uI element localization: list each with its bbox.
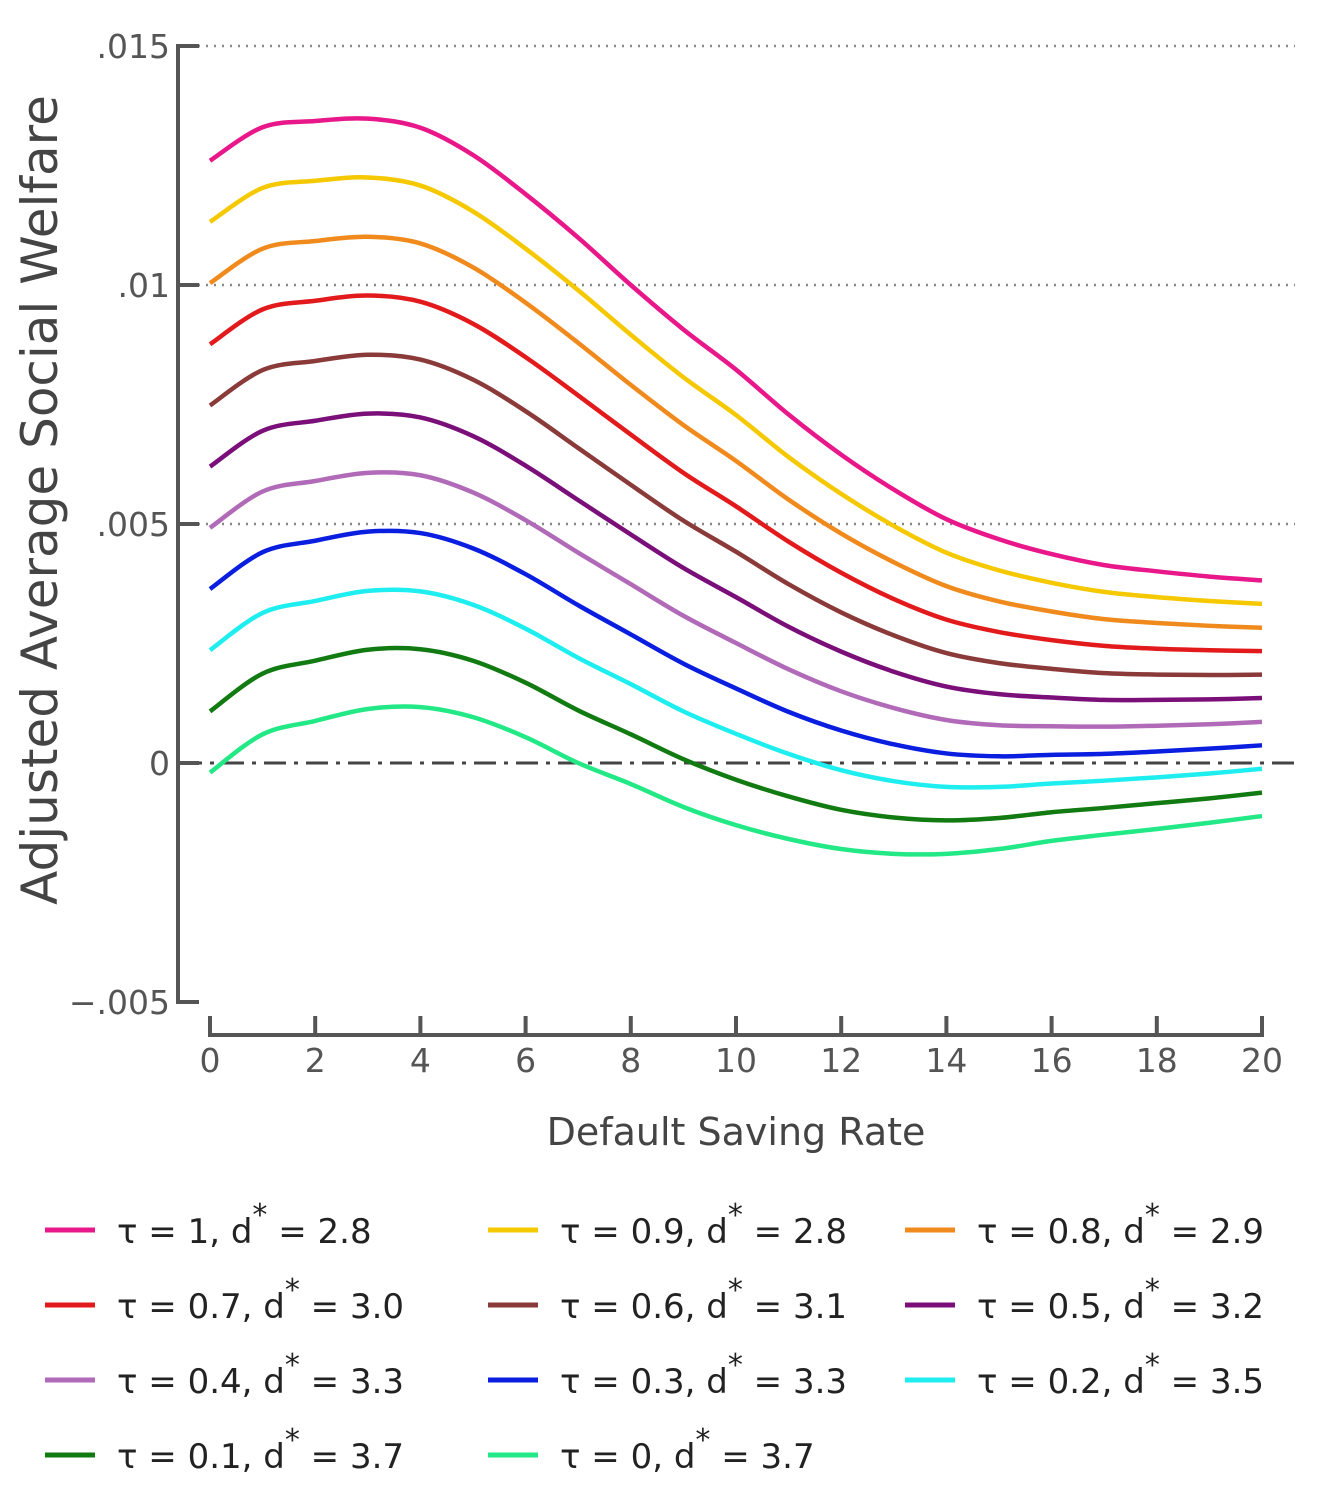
y-tick-label: .005	[97, 505, 170, 544]
y-tick-label: .01	[118, 266, 170, 305]
legend-text: τ = 0.5, d	[977, 1287, 1145, 1327]
series-line-tau-0	[208, 704, 1263, 857]
legend-superscript: *	[728, 1348, 743, 1383]
series-line-tau-0.2	[208, 587, 1263, 790]
series-line-tau-0.7	[208, 293, 1263, 654]
legend-label: τ = 0.5, d* = 3.2	[977, 1273, 1264, 1327]
y-tick-label: −.005	[69, 983, 170, 1022]
x-tick-label: 10	[715, 1041, 757, 1080]
legend-label: τ = 0.7, d* = 3.0	[117, 1273, 404, 1327]
series-line-tau-0.1	[208, 645, 1263, 823]
legend-text: = 3.0	[300, 1287, 404, 1327]
legend-superscript: *	[252, 1198, 267, 1233]
x-tick-label: 20	[1241, 1041, 1283, 1080]
legend-label: τ = 1, d* = 2.8	[117, 1198, 372, 1252]
series-line-tau-0.3	[208, 528, 1263, 759]
legend-label: τ = 0, d* = 3.7	[560, 1423, 815, 1477]
legend-text: τ = 0.6, d	[560, 1287, 728, 1327]
legend-text: τ = 0.1, d	[117, 1437, 285, 1477]
legend-text: = 3.3	[743, 1362, 847, 1402]
x-tick-label: 6	[515, 1041, 536, 1080]
x-axis-title: Default Saving Rate	[547, 1110, 926, 1154]
axes	[176, 44, 1264, 1037]
legend-item: τ = 0.2, d* = 3.5	[905, 1348, 1264, 1402]
x-tick-label: 2	[305, 1041, 326, 1080]
legend-item: τ = 0.7, d* = 3.0	[45, 1273, 404, 1327]
legend-label: τ = 0.1, d* = 3.7	[117, 1423, 404, 1477]
legend-superscript: *	[728, 1198, 743, 1233]
legend-text: τ = 1, d	[117, 1212, 252, 1252]
legend-item: τ = 0, d* = 3.7	[488, 1423, 815, 1477]
series-line-tau-0.9	[208, 175, 1263, 607]
x-tick-label: 18	[1136, 1041, 1178, 1080]
legend-superscript: *	[285, 1348, 300, 1383]
legend-item: τ = 0.3, d* = 3.3	[488, 1348, 847, 1402]
legend-item: τ = 0.9, d* = 2.8	[488, 1198, 847, 1252]
legend-text: = 3.3	[300, 1362, 404, 1402]
x-tick-label: 0	[200, 1041, 221, 1080]
legend-label: τ = 0.2, d* = 3.5	[977, 1348, 1264, 1402]
legend-superscript: *	[285, 1273, 300, 1308]
legend-label: τ = 0.4, d* = 3.3	[117, 1348, 404, 1402]
tick-labels: .015 .01 .005 0 −.005 0 2 4 6 8 10 12 14 16 18 20	[69, 27, 1283, 1080]
y-axis-title: Adjusted Average Social Welfare	[11, 95, 69, 905]
legend-text: = 3.1	[743, 1287, 847, 1327]
y-tick-label: 0	[149, 744, 170, 783]
legend-text: τ = 0, d	[560, 1437, 695, 1477]
legend-text: = 2.8	[267, 1212, 371, 1252]
legend-item: τ = 0.1, d* = 3.7	[45, 1423, 404, 1477]
legend-text: = 2.8	[743, 1212, 847, 1252]
legend-label: τ = 0.9, d* = 2.8	[560, 1198, 847, 1252]
legend-superscript: *	[728, 1273, 743, 1308]
series-line-tau-1	[208, 116, 1263, 583]
x-tick-label: 16	[1031, 1041, 1073, 1080]
legend-superscript: *	[1145, 1198, 1160, 1233]
legend-text: = 2.9	[1160, 1212, 1264, 1252]
legend-superscript: *	[285, 1423, 300, 1458]
y-tick-label: .015	[97, 27, 170, 66]
legend-text: τ = 0.7, d	[117, 1287, 285, 1327]
gridlines	[180, 44, 1297, 765]
legend-item: τ = 0.4, d* = 3.3	[45, 1348, 404, 1402]
legend-text: τ = 0.9, d	[560, 1212, 728, 1252]
series-line-tau-0.4	[208, 470, 1263, 729]
legend-text: = 3.5	[1160, 1362, 1264, 1402]
legend-text: = 3.2	[1160, 1287, 1264, 1327]
legend-item: τ = 0.6, d* = 3.1	[488, 1273, 847, 1327]
series-line-tau-0.8	[208, 234, 1263, 630]
series-lines	[208, 116, 1263, 857]
x-tick-label: 4	[410, 1041, 431, 1080]
legend-label: τ = 0.3, d* = 3.3	[560, 1348, 847, 1402]
x-tick-label: 14	[925, 1041, 967, 1080]
legend-item: τ = 1, d* = 2.8	[45, 1198, 372, 1252]
legend-text: τ = 0.8, d	[977, 1212, 1145, 1252]
x-tick-label: 8	[620, 1041, 641, 1080]
legend-item: τ = 0.8, d* = 2.9	[905, 1198, 1264, 1252]
legend-superscript: *	[1145, 1273, 1160, 1308]
legend-text: τ = 0.2, d	[977, 1362, 1145, 1402]
legend-label: τ = 0.8, d* = 2.9	[977, 1198, 1264, 1252]
legend-label: τ = 0.6, d* = 3.1	[560, 1273, 847, 1327]
legend-item: τ = 0.5, d* = 3.2	[905, 1273, 1264, 1327]
legend-text: τ = 0.4, d	[117, 1362, 285, 1402]
legend-superscript: *	[1145, 1348, 1160, 1383]
legend-text: = 3.7	[710, 1437, 814, 1477]
legend-text: τ = 0.3, d	[560, 1362, 728, 1402]
legend: τ = 1, d* = 2.8 τ = 0.9, d* = 2.8 τ = 0.8,…	[45, 1198, 1264, 1477]
legend-text: = 3.7	[300, 1437, 404, 1477]
x-tick-label: 12	[820, 1041, 862, 1080]
series-line-tau-0.6	[208, 352, 1263, 678]
legend-superscript: *	[695, 1423, 710, 1458]
series-line-tau-0.5	[208, 411, 1263, 703]
